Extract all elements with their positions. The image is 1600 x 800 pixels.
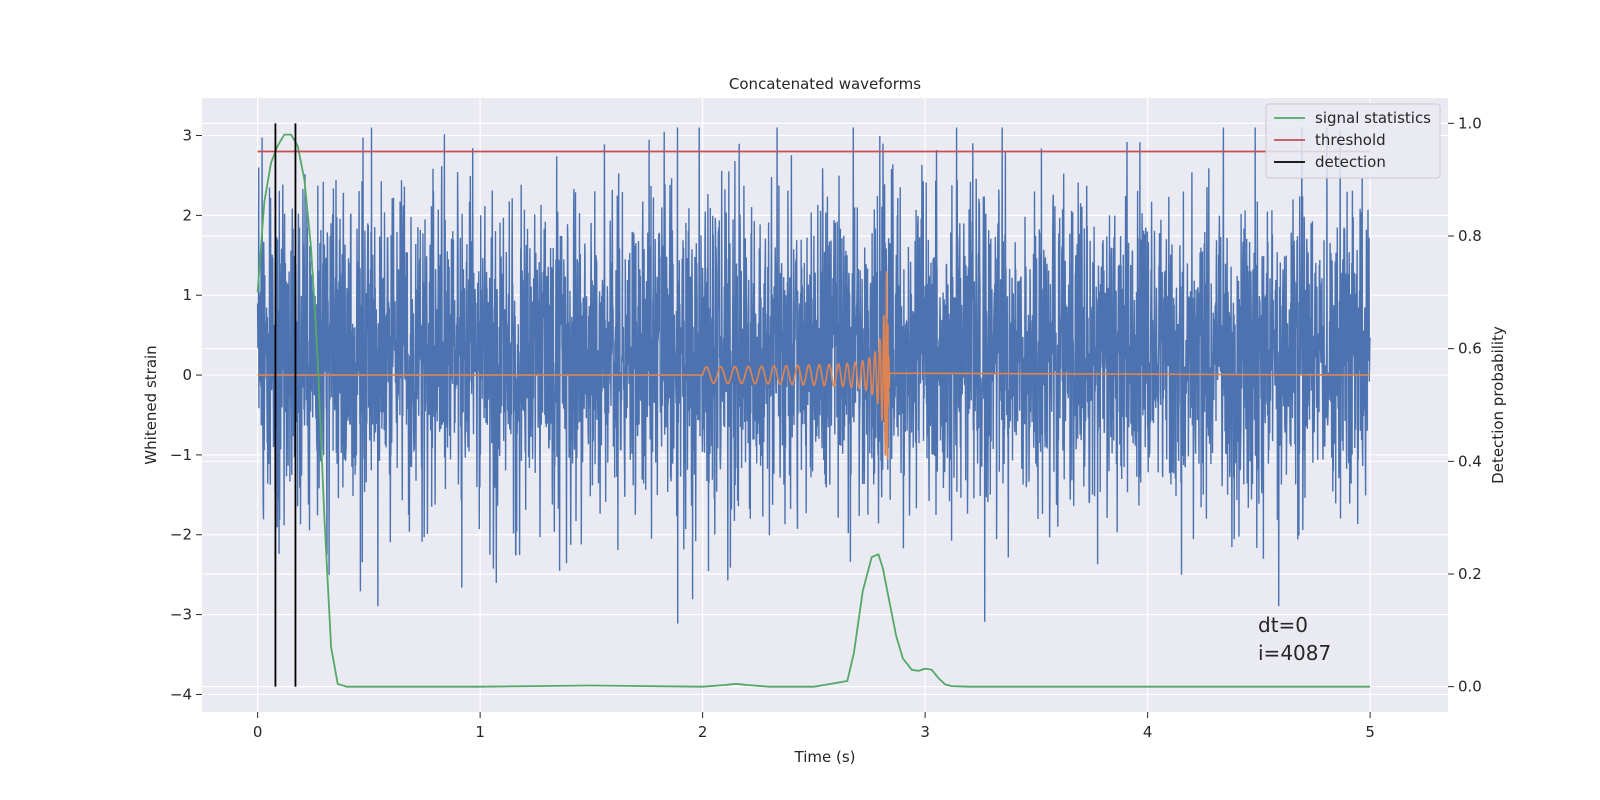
y2-tick-label: 1.0 bbox=[1458, 114, 1482, 132]
chirp-series bbox=[257, 271, 1371, 460]
signal-statistics-line bbox=[256, 133, 1371, 688]
y-tick-label: 2 bbox=[182, 206, 192, 224]
y-tick-label: 1 bbox=[182, 286, 192, 304]
legend-label-threshold: threshold bbox=[1315, 131, 1386, 149]
x-tick-label: 5 bbox=[1365, 723, 1375, 741]
legend-label-signal-statistics: signal statistics bbox=[1315, 109, 1431, 127]
y-tick-label: −4 bbox=[170, 685, 192, 703]
y2-tick-label: 0.8 bbox=[1458, 227, 1482, 245]
y-tick-label: 0 bbox=[182, 366, 192, 384]
noise-line bbox=[256, 127, 1371, 624]
y2-tick-label: 0.2 bbox=[1458, 565, 1482, 583]
y2-tick-label: 0.6 bbox=[1458, 340, 1482, 358]
legend-box bbox=[1265, 103, 1441, 179]
y2-axis-label: Detection probability bbox=[1489, 326, 1507, 484]
y-tick-label: 3 bbox=[182, 127, 192, 145]
legend-label-detection: detection bbox=[1315, 153, 1386, 171]
y-tick-label: −2 bbox=[170, 526, 192, 544]
chart-title: Concatenated waveforms bbox=[729, 75, 921, 93]
x-tick-label: 4 bbox=[1143, 723, 1153, 741]
annotation: dt=0 i=4087 bbox=[1258, 613, 1331, 665]
x-tick-label: 1 bbox=[475, 723, 485, 741]
annotation-line-1: dt=0 bbox=[1258, 613, 1308, 637]
y2-tick-label: 0.0 bbox=[1458, 678, 1482, 696]
y-tick-label: −1 bbox=[170, 446, 192, 464]
detection-lines bbox=[274, 123, 297, 687]
x-tick-label: 0 bbox=[253, 723, 263, 741]
axis-ticks: 0 1 2 3 4 5 3 2 1 0 −1 −2 −3 −4 1.0 0.8 0.6 0.4 0.2 0.0 bbox=[170, 114, 1482, 741]
annotation-line-2: i=4087 bbox=[1258, 641, 1331, 665]
chirp-line bbox=[257, 271, 1371, 460]
legend: signal statistics threshold detection bbox=[1265, 103, 1441, 179]
x-tick-label: 3 bbox=[920, 723, 930, 741]
noise-series bbox=[256, 127, 1371, 624]
x-axis-label: Time (s) bbox=[794, 748, 856, 766]
signal-statistics-series bbox=[256, 133, 1371, 688]
x-tick-label: 2 bbox=[698, 723, 708, 741]
y-tick-label: −3 bbox=[170, 606, 192, 624]
y-axis-label: Whitened strain bbox=[142, 345, 160, 464]
y2-tick-label: 0.4 bbox=[1458, 452, 1482, 470]
